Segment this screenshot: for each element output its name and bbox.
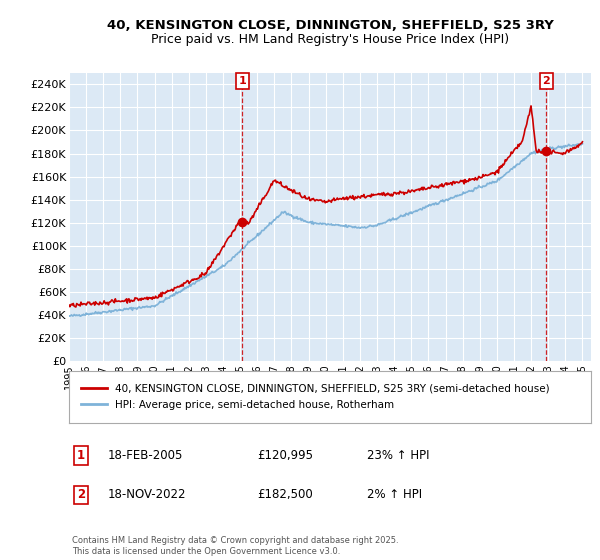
Text: 2: 2 [542,76,550,86]
Legend: 40, KENSINGTON CLOSE, DINNINGTON, SHEFFIELD, S25 3RY (semi-detached house), HPI:: 40, KENSINGTON CLOSE, DINNINGTON, SHEFFI… [77,380,554,414]
Text: £120,995: £120,995 [257,449,313,462]
Text: 2: 2 [77,488,85,502]
Text: 1: 1 [77,449,85,462]
Text: 18-NOV-2022: 18-NOV-2022 [108,488,187,502]
Text: £182,500: £182,500 [257,488,313,502]
Text: 23% ↑ HPI: 23% ↑ HPI [367,449,429,462]
Text: 40, KENSINGTON CLOSE, DINNINGTON, SHEFFIELD, S25 3RY: 40, KENSINGTON CLOSE, DINNINGTON, SHEFFI… [107,18,553,32]
Text: 18-FEB-2005: 18-FEB-2005 [108,449,184,462]
Text: 2% ↑ HPI: 2% ↑ HPI [367,488,422,502]
Text: Price paid vs. HM Land Registry's House Price Index (HPI): Price paid vs. HM Land Registry's House … [151,32,509,46]
Text: 1: 1 [238,76,246,86]
Text: Contains HM Land Registry data © Crown copyright and database right 2025.
This d: Contains HM Land Registry data © Crown c… [72,536,398,556]
